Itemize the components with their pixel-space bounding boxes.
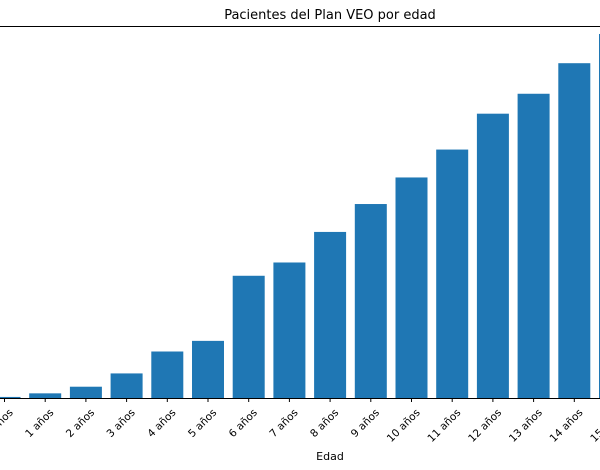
x-axis-label: Edad bbox=[316, 450, 344, 463]
x-tick-label-1: 1 años bbox=[23, 407, 56, 440]
x-tick-label-15: 15 años bbox=[588, 407, 600, 445]
bar-1 bbox=[29, 393, 62, 398]
bar-12 bbox=[476, 113, 509, 398]
x-tick-label-9: 9 años bbox=[349, 407, 382, 440]
bar-10 bbox=[395, 177, 428, 398]
x-tick-label-5: 5 años bbox=[186, 407, 219, 440]
x-tick-label-10: 10 años bbox=[385, 407, 423, 445]
x-tick-label-6: 6 años bbox=[227, 407, 260, 440]
bar-3 bbox=[110, 373, 143, 398]
bar-6 bbox=[232, 275, 265, 398]
x-tick-label-14: 14 años bbox=[548, 407, 586, 445]
x-tick-label-3: 3 años bbox=[105, 407, 138, 440]
bar-9 bbox=[354, 204, 387, 398]
x-tick-label-2: 2 años bbox=[64, 407, 97, 440]
bar-4 bbox=[151, 351, 184, 398]
x-tick-label-0: 0 años bbox=[0, 407, 16, 440]
bar-2 bbox=[69, 386, 102, 398]
bar-11 bbox=[436, 149, 469, 398]
x-tick-label-7: 7 años bbox=[267, 407, 300, 440]
bar-5 bbox=[192, 340, 224, 398]
bar-13 bbox=[517, 93, 550, 398]
x-tick-label-12: 12 años bbox=[466, 407, 504, 445]
bars-group bbox=[0, 33, 600, 398]
x-tick-label-8: 8 años bbox=[308, 407, 341, 440]
bar-7 bbox=[273, 262, 306, 398]
bar-8 bbox=[314, 231, 347, 398]
x-tick-label-11: 11 años bbox=[425, 407, 463, 445]
bar-0 bbox=[0, 396, 21, 398]
chart-title: Pacientes del Plan VEO por edad bbox=[224, 8, 436, 23]
bar-14 bbox=[558, 63, 591, 398]
x-tick-label-4: 4 años bbox=[145, 407, 178, 440]
x-tick-label-13: 13 años bbox=[507, 407, 545, 445]
